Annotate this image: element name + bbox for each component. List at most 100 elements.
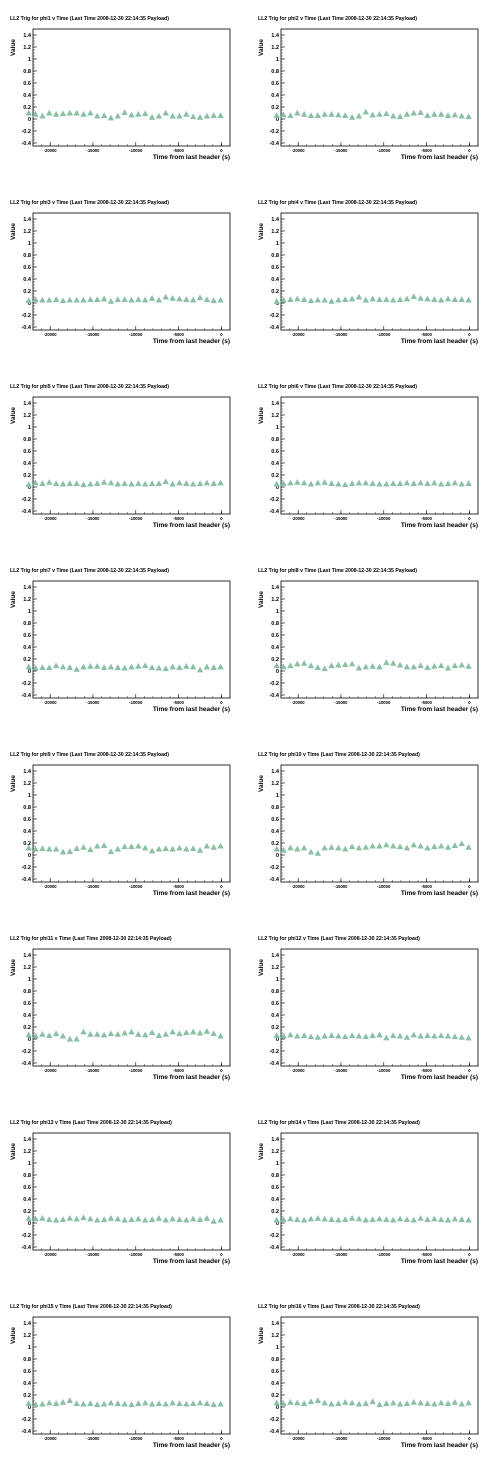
y-tick-label: 1.2 [271, 597, 279, 603]
y-axis-label: Value [258, 39, 265, 56]
data-point [287, 1215, 294, 1222]
data-point [403, 1034, 411, 1040]
data-point [280, 847, 287, 853]
y-tick-label: 0.4 [23, 277, 32, 283]
data-point [465, 296, 472, 303]
x-tick-label: -15000 [334, 148, 348, 153]
y-tick-label: 1.4 [271, 33, 280, 39]
data-point [451, 1215, 459, 1222]
y-tick-label: 0.8 [23, 69, 31, 75]
x-axis-label: Time from last header (s) [153, 706, 230, 713]
data-point [135, 663, 142, 669]
data-point [32, 845, 39, 852]
data-point [458, 1034, 465, 1040]
y-tick-label: 1.4 [271, 769, 280, 775]
data-point [369, 663, 376, 669]
data-point [176, 844, 183, 851]
x-tick-label: 0 [468, 516, 471, 521]
data-point [169, 1215, 176, 1222]
data-point [369, 295, 376, 302]
data-point [403, 295, 411, 302]
y-tick-label: -0.4 [21, 693, 32, 699]
y-tick-label: 0.8 [271, 621, 279, 627]
data-point [410, 1031, 417, 1038]
plot-frame [32, 580, 231, 699]
y-tick-label: 0.2 [271, 1025, 279, 1031]
y-tick-label: 0.6 [23, 1369, 31, 1375]
y-tick-label: 1.2 [23, 1333, 31, 1339]
y-tick-label: 0.4 [271, 1197, 280, 1203]
data-point [52, 845, 60, 852]
data-point [59, 1216, 67, 1222]
y-tick-label: 0.6 [23, 1185, 31, 1191]
data-point [369, 480, 376, 486]
data-point [114, 1031, 121, 1037]
y-tick-label: 0.6 [23, 1001, 31, 1007]
data-point [335, 111, 342, 118]
data-point [348, 480, 356, 486]
x-axis-label: Time from last header (s) [401, 154, 478, 161]
y-tick-label: 0 [276, 301, 279, 307]
y-tick-label: 0.4 [271, 1013, 280, 1019]
data-point [128, 1028, 135, 1035]
chart-title: LL2 Trig for phi6 v Time (Last Time 2008… [258, 384, 417, 390]
y-tick-label: 0 [276, 485, 279, 491]
plot-frame [280, 396, 479, 515]
data-point [52, 296, 60, 302]
y-tick-label: 0.2 [23, 1025, 31, 1031]
data-point [46, 1032, 53, 1038]
data-point [155, 1215, 163, 1221]
data-point [94, 480, 101, 486]
data-point [169, 1399, 176, 1406]
data-point [431, 479, 438, 486]
data-point [342, 845, 349, 852]
data-point [362, 296, 369, 303]
data-point [46, 1399, 53, 1406]
y-tick-label: 0.2 [23, 657, 31, 663]
data-point [437, 842, 445, 849]
data-point [444, 664, 452, 671]
y-tick-label: 0.8 [23, 989, 31, 995]
y-tick-label: 1.4 [271, 585, 280, 591]
data-point [121, 843, 128, 850]
data-point [383, 1216, 390, 1222]
y-tick-label: 1 [28, 241, 31, 247]
data-point [183, 296, 190, 302]
y-tick-label: -0.4 [21, 141, 32, 147]
data-point [155, 664, 163, 671]
data-point [162, 845, 169, 851]
data-point [273, 480, 280, 487]
data-point [114, 845, 121, 852]
data-point [114, 1400, 121, 1406]
x-tick-label: -5000 [421, 332, 432, 337]
data-point [465, 1216, 472, 1223]
data-point [321, 665, 328, 672]
y-tick-label: 1.4 [23, 1137, 32, 1143]
chart-title: LL2 Trig for phi11 v Time (Last Time 200… [10, 936, 172, 942]
data-point [287, 1031, 294, 1038]
y-tick-label: -0.4 [269, 693, 280, 699]
data-point [458, 112, 465, 119]
data-point [424, 1400, 431, 1406]
y-tick-label: -0.2 [269, 1049, 279, 1055]
x-tick-label: -10000 [377, 1252, 391, 1257]
data-point [437, 1032, 445, 1038]
data-point [396, 661, 404, 668]
data-point [458, 480, 465, 487]
data-point [169, 663, 176, 670]
x-tick-label: 0 [220, 516, 223, 521]
data-point [107, 1215, 115, 1221]
data-point [87, 663, 94, 669]
y-tick-label: 0.8 [23, 1357, 31, 1363]
data-point [390, 112, 397, 119]
y-tick-label: -0.4 [21, 1429, 32, 1435]
data-point [189, 113, 197, 120]
y-tick-label: 1 [28, 425, 31, 431]
data-point [217, 479, 224, 486]
data-point [66, 1215, 74, 1221]
y-tick-label: 0.2 [23, 289, 31, 295]
chart-title: LL2 Trig for phi4 v Time (Last Time 2008… [258, 200, 417, 206]
data-point [121, 664, 128, 671]
data-point [169, 480, 176, 487]
data-point [100, 479, 108, 485]
